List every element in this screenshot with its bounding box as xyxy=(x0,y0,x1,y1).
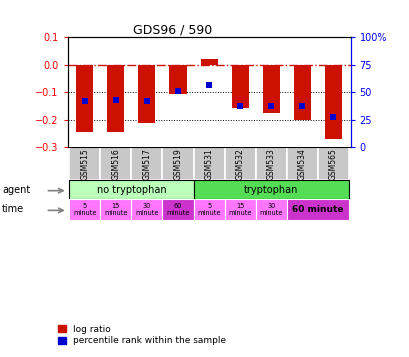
Bar xyxy=(69,180,193,199)
Bar xyxy=(317,147,348,180)
Text: GSM515: GSM515 xyxy=(80,148,89,180)
Bar xyxy=(76,65,93,132)
Text: time: time xyxy=(2,204,24,214)
Bar xyxy=(169,65,186,94)
Bar xyxy=(286,147,317,180)
Bar xyxy=(162,147,193,180)
Text: agent: agent xyxy=(2,185,30,195)
Point xyxy=(143,98,150,104)
Point xyxy=(112,97,119,103)
Text: tryptophan: tryptophan xyxy=(243,185,298,195)
Text: 60
minute: 60 minute xyxy=(166,203,189,216)
Point xyxy=(329,114,336,120)
Text: GSM565: GSM565 xyxy=(328,148,337,180)
Point xyxy=(81,98,88,104)
Text: GSM534: GSM534 xyxy=(297,148,306,180)
Bar xyxy=(131,147,162,180)
Bar xyxy=(131,199,162,220)
Bar xyxy=(69,199,100,220)
Point xyxy=(174,89,181,94)
Bar xyxy=(231,65,248,107)
Bar xyxy=(255,199,286,220)
Bar xyxy=(100,199,131,220)
Text: 30
minute: 30 minute xyxy=(259,203,282,216)
Text: 15
minute: 15 minute xyxy=(104,203,127,216)
Bar xyxy=(200,60,217,65)
Bar xyxy=(324,65,341,139)
Bar xyxy=(69,147,100,180)
Bar xyxy=(107,65,124,132)
Bar xyxy=(293,65,310,120)
Bar xyxy=(193,180,348,199)
Point xyxy=(205,82,212,87)
Bar xyxy=(286,199,348,220)
Bar xyxy=(162,199,193,220)
Bar xyxy=(100,147,131,180)
Bar xyxy=(224,199,255,220)
Text: GSM517: GSM517 xyxy=(142,148,151,180)
Bar xyxy=(224,147,255,180)
Text: 30
minute: 30 minute xyxy=(135,203,158,216)
Text: GSM516: GSM516 xyxy=(111,148,120,180)
Point xyxy=(298,103,305,109)
Text: 60 minute: 60 minute xyxy=(292,205,343,214)
Text: GSM533: GSM533 xyxy=(266,148,275,180)
Text: 5
minute: 5 minute xyxy=(73,203,96,216)
Text: GDS96 / 590: GDS96 / 590 xyxy=(132,23,211,36)
Text: no tryptophan: no tryptophan xyxy=(97,185,166,195)
Text: GSM531: GSM531 xyxy=(204,148,213,180)
Bar xyxy=(138,65,155,123)
Text: 15
minute: 15 minute xyxy=(228,203,251,216)
Bar xyxy=(193,199,224,220)
Point xyxy=(236,103,243,109)
Bar xyxy=(193,147,224,180)
Bar xyxy=(262,65,279,113)
Text: GSM532: GSM532 xyxy=(235,148,244,180)
Text: GSM519: GSM519 xyxy=(173,148,182,180)
Text: 5
minute: 5 minute xyxy=(197,203,220,216)
Legend: log ratio, percentile rank within the sample: log ratio, percentile rank within the sa… xyxy=(58,325,226,345)
Bar xyxy=(255,147,286,180)
Point xyxy=(267,103,274,109)
